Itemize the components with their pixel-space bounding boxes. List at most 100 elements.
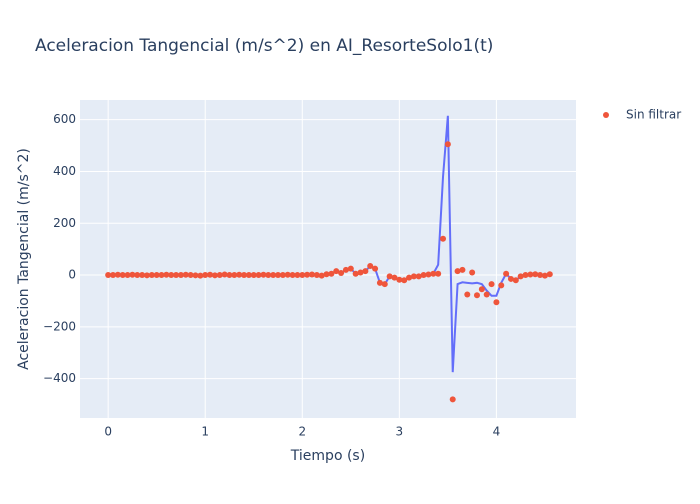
point <box>182 271 189 278</box>
point <box>469 269 476 276</box>
y-tick-label: −400 <box>43 371 76 385</box>
point <box>507 275 514 282</box>
point <box>110 272 117 279</box>
point <box>362 268 369 275</box>
point <box>546 271 553 278</box>
point <box>250 272 257 279</box>
point <box>503 270 510 277</box>
point <box>459 266 466 273</box>
point <box>498 282 505 289</box>
point <box>202 272 209 279</box>
point <box>323 271 330 278</box>
legend-label: Sin filtrar <box>626 108 681 122</box>
point <box>245 272 252 279</box>
x-tick-label: 0 <box>104 425 112 439</box>
point <box>143 272 150 279</box>
point <box>328 270 335 277</box>
x-axis-title: Tiempo (s) <box>290 448 365 464</box>
point <box>308 271 315 278</box>
point <box>372 265 379 272</box>
point <box>260 271 267 278</box>
point <box>192 272 199 279</box>
point <box>512 277 519 284</box>
point <box>148 272 155 279</box>
y-tick-label: 200 <box>53 216 76 230</box>
point <box>440 235 447 242</box>
x-tick-label: 1 <box>201 425 209 439</box>
point <box>386 273 393 280</box>
point <box>401 277 408 284</box>
point <box>304 271 311 278</box>
chart-title: Aceleracion Tangencial (m/s^2) en AI_Res… <box>35 36 493 56</box>
point <box>221 271 228 278</box>
point <box>352 270 359 277</box>
point <box>444 141 451 148</box>
point <box>284 271 291 278</box>
point <box>134 272 141 279</box>
plot-area <box>80 100 576 418</box>
point <box>231 272 238 279</box>
point <box>488 281 495 288</box>
point <box>168 272 175 279</box>
point <box>129 271 136 278</box>
point <box>415 273 422 280</box>
point <box>532 271 539 278</box>
point <box>197 272 204 279</box>
point <box>410 273 417 280</box>
point <box>342 266 349 273</box>
legend-marker <box>603 112 609 118</box>
point <box>119 272 126 279</box>
point <box>406 274 413 281</box>
point <box>289 272 296 279</box>
point <box>391 274 398 281</box>
point <box>105 272 112 279</box>
point <box>493 299 500 306</box>
point <box>226 272 233 279</box>
point <box>294 272 301 279</box>
point <box>483 291 490 298</box>
y-tick-label: 400 <box>53 164 76 178</box>
point <box>357 269 364 276</box>
point <box>255 272 262 279</box>
point <box>236 271 243 278</box>
point <box>163 271 170 278</box>
point <box>216 272 223 279</box>
point <box>430 270 437 277</box>
point <box>299 272 306 279</box>
point <box>425 271 432 278</box>
point <box>158 272 165 279</box>
point <box>173 272 180 279</box>
point <box>187 272 194 279</box>
point <box>265 272 272 279</box>
point <box>517 273 524 280</box>
point <box>318 272 325 279</box>
point <box>153 272 160 279</box>
point <box>114 271 121 278</box>
point <box>139 272 146 279</box>
point <box>270 272 277 279</box>
point <box>435 270 442 277</box>
point <box>211 272 218 279</box>
point <box>333 268 340 275</box>
point <box>381 281 388 288</box>
point <box>464 291 471 298</box>
point <box>420 272 427 279</box>
y-tick-label: 600 <box>53 112 76 126</box>
point <box>124 272 131 279</box>
point <box>275 272 282 279</box>
point <box>347 265 354 272</box>
point <box>449 396 456 403</box>
point <box>279 272 286 279</box>
y-tick-label: −200 <box>43 319 76 333</box>
point <box>541 272 548 279</box>
marks <box>105 115 553 403</box>
point <box>207 271 214 278</box>
point <box>478 286 485 293</box>
point <box>396 276 403 283</box>
y-axis-title: Aceleracion Tangencial (m/s^2) <box>16 148 32 370</box>
point <box>473 292 480 299</box>
point <box>376 279 383 286</box>
point <box>454 268 461 275</box>
point <box>527 271 534 278</box>
